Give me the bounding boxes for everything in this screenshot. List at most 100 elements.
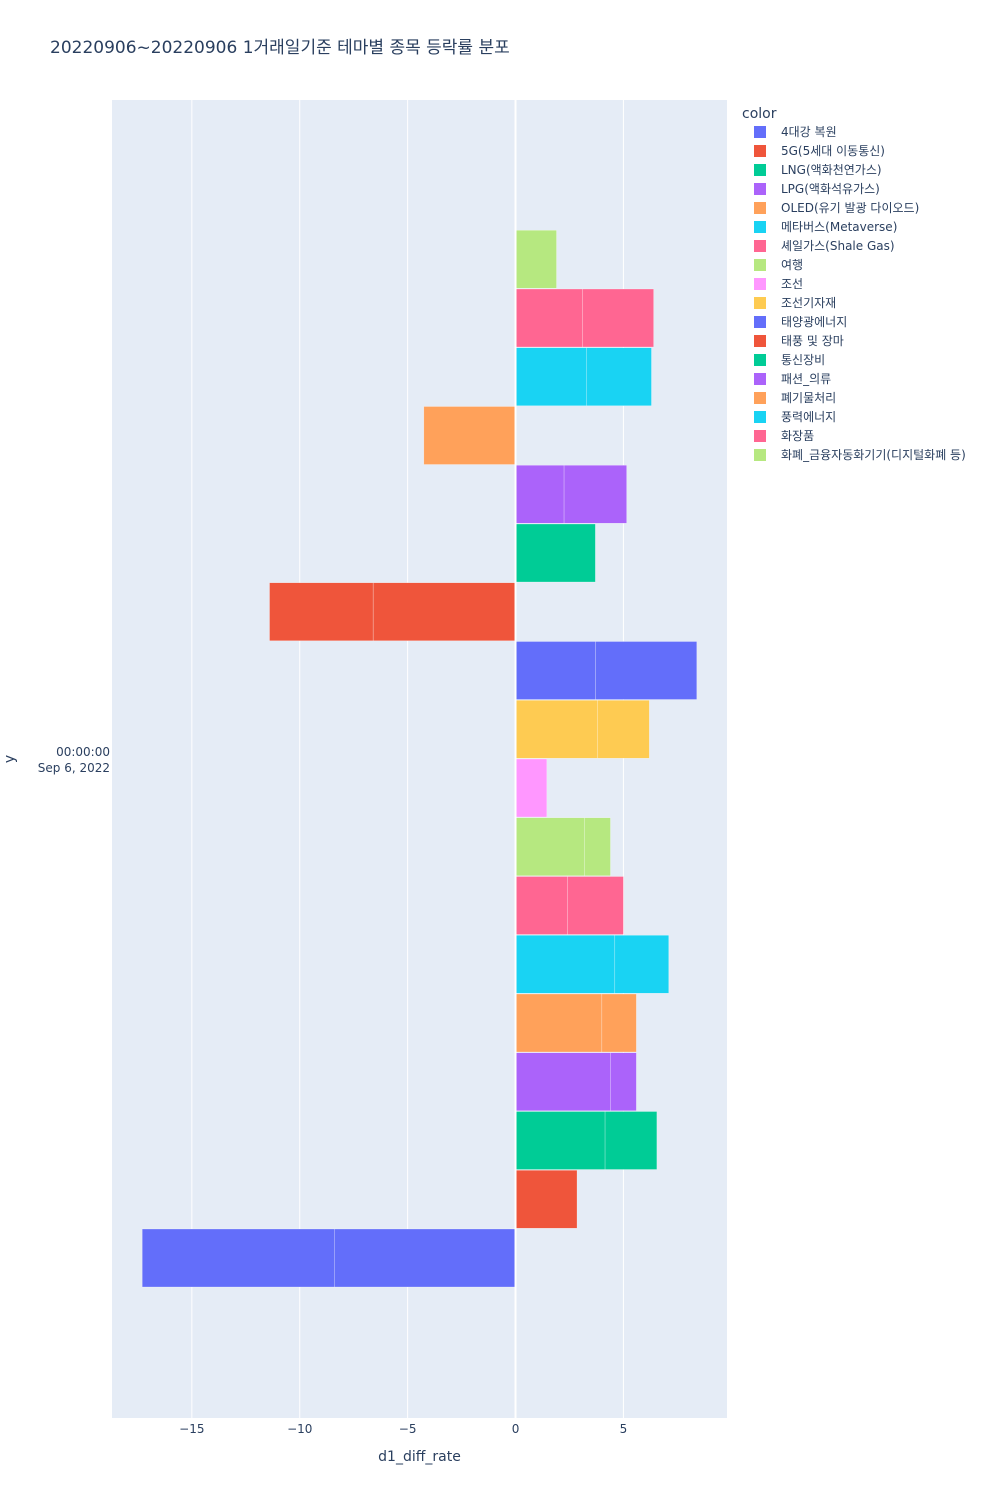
legend-item[interactable]: 패션_의류 [754, 372, 831, 386]
legend-label: LPG(액화석유가스) [781, 182, 880, 196]
bar-segment-2-0 [515, 1111, 606, 1170]
x-tick-label: −15 [179, 1422, 204, 1436]
legend-swatch [754, 297, 766, 309]
bar-segment-6-1 [567, 876, 624, 935]
bar-segment-12-0 [515, 523, 596, 583]
legend-label: 풍력에너지 [781, 410, 836, 424]
legend-item[interactable]: 조선 [754, 277, 803, 291]
legend-label: 화장품 [781, 429, 814, 443]
legend-swatch [754, 430, 766, 442]
legend-label: OLED(유기 발광 다이오드) [781, 201, 919, 215]
legend-swatch [754, 316, 766, 328]
bar-segment-14-0 [423, 406, 516, 465]
legend-swatch [754, 259, 766, 271]
legend-label: LNG(액화천연가스) [781, 162, 882, 177]
bar-segment-0-1 [141, 1228, 335, 1288]
legend-swatch [754, 202, 766, 214]
bar-segment-1-0 [515, 1170, 578, 1229]
y-axis-title: y [2, 755, 18, 763]
bar-segment-10-0 [515, 641, 596, 700]
legend-item[interactable]: 4대강 복원 [754, 125, 837, 139]
x-tick-label: −10 [287, 1422, 312, 1436]
legend-item[interactable]: 셰일가스(Shale Gas) [754, 239, 895, 253]
legend-item[interactable]: 태양광에너지 [754, 315, 847, 329]
legend-swatch [754, 411, 766, 423]
bar-segment-2-1 [604, 1111, 658, 1170]
bar-segment-17-0 [515, 230, 557, 289]
bar-segment-0-0 [334, 1228, 516, 1288]
legend-label: 셰일가스(Shale Gas) [781, 239, 895, 253]
bar-segment-5-1 [614, 935, 669, 994]
legend-swatch [754, 373, 766, 385]
legend-item[interactable]: 태풍 및 장마 [754, 334, 844, 348]
legend-label: 패션_의류 [781, 372, 831, 386]
bar-segment-15-1 [586, 347, 652, 406]
legend-swatch [754, 221, 766, 233]
axes: −15 −10 −5 0 5 d1_diff_rate y 00:00:00 Sep 6, 20… [2, 100, 627, 1465]
legend-label: 화폐_금융자동화기기(디지털화폐 등) [781, 448, 966, 462]
legend-swatch [754, 449, 766, 461]
x-tick-label: 5 [620, 1422, 628, 1436]
legend-label: 4대강 복원 [781, 125, 837, 139]
legend-swatch [754, 164, 766, 176]
legend-label: 통신장비 [781, 353, 825, 367]
legend-item[interactable]: LPG(액화석유가스) [754, 182, 880, 196]
bar-segment-4-0 [515, 993, 603, 1053]
legend-item[interactable]: LNG(액화천연가스) [754, 162, 882, 177]
legend[interactable]: color 4대강 복원 5G(5세대 이동통신) LNG(액화천연가스) LPG(액화… [742, 106, 966, 462]
legend-item[interactable]: 폐기물처리 [754, 391, 836, 405]
bar-segment-4-1 [601, 993, 637, 1053]
legend-item[interactable]: 메타버스(Metaverse) [754, 220, 897, 234]
bar-segment-7-0 [515, 817, 585, 876]
bar-segment-13-1 [563, 465, 627, 524]
legend-item[interactable]: 풍력에너지 [754, 410, 836, 424]
bar-segment-3-0 [515, 1052, 611, 1111]
x-tick-label: 0 [512, 1422, 520, 1436]
x-tick-label: −5 [399, 1422, 417, 1436]
legend-label: 태양광에너지 [781, 315, 847, 329]
bar-segment-16-0 [515, 288, 583, 348]
legend-label: 메타버스(Metaverse) [781, 220, 897, 234]
bar-segment-8-0 [515, 758, 548, 818]
legend-swatch [754, 335, 766, 347]
legend-swatch [754, 240, 766, 252]
bar-segment-5-0 [515, 935, 616, 994]
legend-item[interactable]: 화폐_금융자동화기기(디지털화폐 등) [754, 448, 966, 462]
legend-label: 조선기자재 [781, 296, 836, 310]
bar-segment-11-0 [372, 582, 516, 641]
legend-swatch [754, 278, 766, 290]
bar-segment-9-1 [597, 700, 650, 759]
legend-label: 폐기물처리 [781, 391, 836, 405]
y-tick-label-date: Sep 6, 2022 [38, 761, 110, 775]
legend-label: 5G(5세대 이동통신) [781, 144, 885, 158]
legend-item[interactable]: 통신장비 [754, 353, 825, 367]
bar-segment-3-1 [610, 1052, 637, 1111]
bar-segment-9-0 [515, 700, 598, 759]
bar-segment-7-1 [584, 817, 611, 876]
bar-segment-16-1 [582, 288, 654, 348]
legend-item[interactable]: OLED(유기 발광 다이오드) [754, 201, 919, 215]
bars [141, 230, 698, 1288]
bar-segment-13-0 [515, 465, 565, 524]
bar-segment-10-1 [595, 641, 698, 700]
legend-item[interactable]: 5G(5세대 이동통신) [754, 144, 885, 158]
chart-title: 20220906~20220906 1거래일기준 테마별 종목 등락률 분포 [50, 38, 510, 58]
legend-swatch [754, 145, 766, 157]
legend-item[interactable]: 화장품 [754, 429, 814, 443]
legend-swatch [754, 126, 766, 138]
bar-segment-15-0 [515, 347, 587, 406]
legend-item[interactable]: 조선기자재 [754, 296, 836, 310]
legend-swatch [754, 392, 766, 404]
y-tick-label-time: 00:00:00 [56, 745, 110, 759]
legend-label: 태풍 및 장마 [781, 334, 844, 348]
bar-segment-11-1 [269, 582, 374, 641]
legend-swatch [754, 354, 766, 366]
legend-item[interactable]: 여행 [754, 257, 803, 272]
x-axis-title: d1_diff_rate [378, 1449, 461, 1465]
bar-segment-6-0 [515, 876, 568, 935]
legend-title: color [742, 106, 777, 122]
legend-label: 여행 [781, 257, 803, 272]
legend-swatch [754, 183, 766, 195]
legend-label: 조선 [781, 277, 803, 291]
